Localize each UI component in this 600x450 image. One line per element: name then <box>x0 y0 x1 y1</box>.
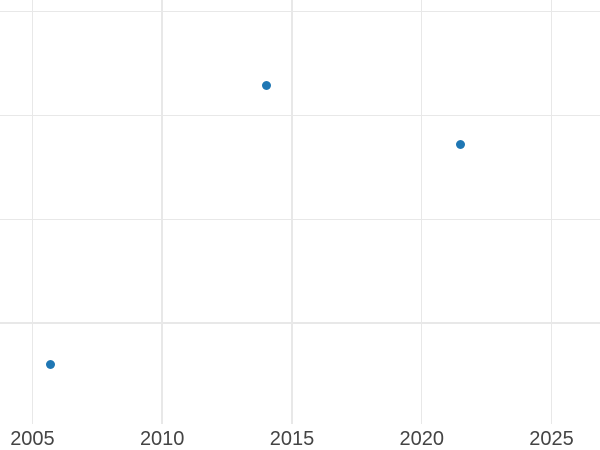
data-point[interactable] <box>456 139 466 149</box>
vertical-gridline <box>420 0 423 424</box>
x-axis-tick-label: 2025 <box>529 428 574 450</box>
plot-area <box>0 0 600 424</box>
data-point[interactable] <box>261 80 271 90</box>
horizontal-gridline <box>0 10 600 13</box>
x-axis-tick-label: 2010 <box>139 428 185 450</box>
horizontal-gridline <box>0 218 600 221</box>
horizontal-gridline <box>0 322 600 324</box>
data-point[interactable] <box>46 360 56 370</box>
x-axis-tick-label: 2005 <box>10 428 55 450</box>
vertical-gridline <box>291 0 293 424</box>
vertical-gridline <box>31 0 34 424</box>
x-axis-tick-label: 2020 <box>399 428 444 450</box>
vertical-gridline <box>550 0 553 424</box>
vertical-gridline <box>161 0 163 424</box>
x-axis-tick-label: 2015 <box>269 428 315 450</box>
horizontal-gridline <box>0 114 600 117</box>
